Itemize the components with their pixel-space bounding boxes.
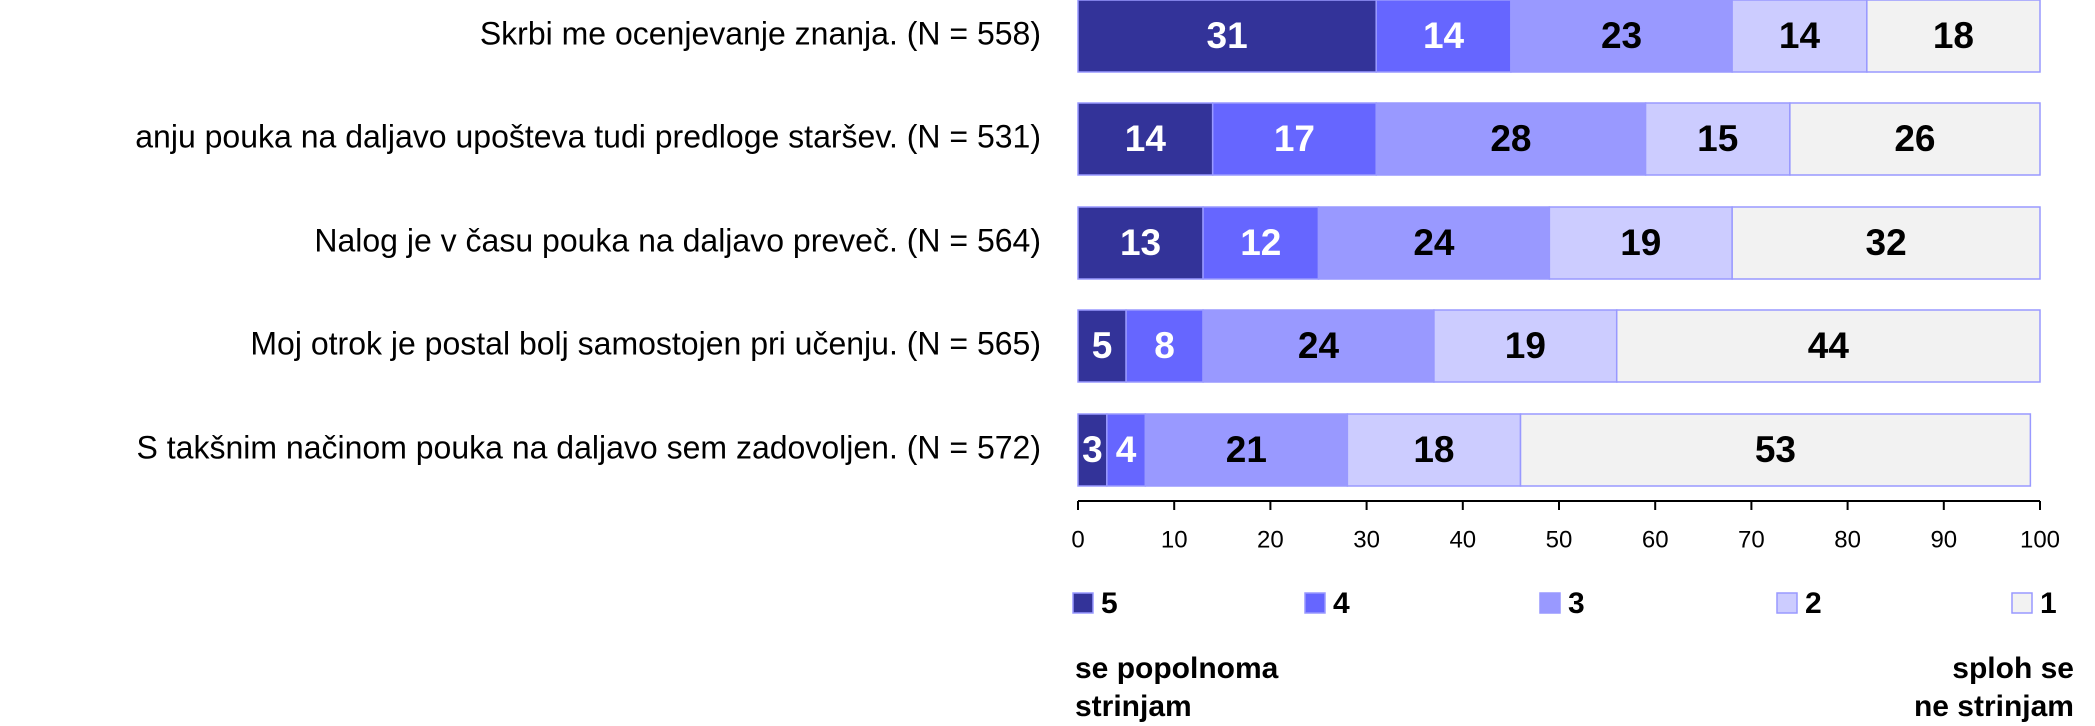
data-label: 21 [1226, 429, 1267, 470]
data-label: 15 [1697, 118, 1738, 159]
data-label: 14 [1779, 15, 1821, 56]
bar-segment [1211, 102, 1377, 176]
annotation: sploh se [1952, 652, 2074, 685]
x-tick-label: 90 [1930, 526, 1957, 553]
data-label: 23 [1601, 15, 1642, 56]
data-label: 32 [1866, 222, 1907, 263]
data-label: 14 [1125, 118, 1167, 159]
x-tick-label: 100 [2020, 526, 2060, 553]
category-label: Nalog je v času pouka na daljavo preveč.… [314, 222, 1041, 258]
legend-label: 2 [1805, 587, 1822, 620]
category-label: Skrbi me ocenjevanje znanja. (N = 558) [480, 15, 1041, 51]
x-tick-label: 60 [1642, 526, 1669, 553]
x-tick-label: 20 [1257, 526, 1284, 553]
annotation: se popolnoma [1075, 652, 1279, 685]
legend-label: 5 [1101, 587, 1118, 620]
data-label: 28 [1490, 118, 1531, 159]
data-label: 3 [1082, 429, 1103, 470]
legend-label: 1 [2040, 587, 2057, 620]
x-tick-label: 30 [1353, 526, 1380, 553]
bar-segment [1346, 413, 1522, 487]
bar-segment [1615, 309, 2041, 383]
legend-label: 4 [1333, 587, 1350, 620]
data-label: 31 [1207, 15, 1248, 56]
legend-swatch [1539, 592, 1561, 614]
bar-segment [1731, 0, 1868, 73]
data-label: 5 [1092, 325, 1113, 366]
data-label: 53 [1755, 429, 1796, 470]
legend-swatch [2011, 592, 2033, 614]
bar-segment [1106, 413, 1147, 487]
legend-swatch [1072, 592, 1094, 614]
bar-segment [1866, 0, 2041, 73]
x-tick-label: 0 [1071, 526, 1084, 553]
annotation: ne strinjam [1914, 690, 2074, 723]
bar-segment [1077, 0, 1377, 73]
data-label: 26 [1894, 118, 1935, 159]
category-label: Moj otrok je postal bolj samostojen pri … [250, 325, 1041, 361]
data-label: 19 [1505, 325, 1546, 366]
data-label: 24 [1413, 222, 1455, 263]
data-label: 17 [1274, 118, 1315, 159]
bar-segment [1375, 102, 1647, 176]
data-label: 24 [1298, 325, 1340, 366]
bar-segment [1077, 413, 1108, 487]
bar-segment [1202, 309, 1435, 383]
bar-segment [1548, 206, 1733, 280]
bar-segment [1144, 413, 1349, 487]
category-label: S takšnim načinom pouka na daljavo sem z… [137, 429, 1041, 465]
data-label: 19 [1620, 222, 1661, 263]
legend-label: 3 [1568, 587, 1585, 620]
data-label: 44 [1808, 325, 1850, 366]
x-tick-label: 50 [1546, 526, 1573, 553]
category-label: anju pouka na daljavo upošteva tudi pred… [135, 118, 1041, 154]
bar-segment [1433, 309, 1618, 383]
legend-swatch [1776, 592, 1798, 614]
bar-segment [1510, 0, 1733, 73]
legend-swatch [1304, 592, 1326, 614]
data-label: 14 [1423, 15, 1465, 56]
data-label: 4 [1116, 429, 1137, 470]
bar-segment [1375, 0, 1512, 73]
x-tick-label: 40 [1449, 526, 1476, 553]
bar-segment [1077, 206, 1204, 280]
bar-segment [1317, 206, 1551, 280]
data-label: 8 [1154, 325, 1175, 366]
bar-segment [1789, 102, 2041, 176]
data-label: 12 [1240, 222, 1281, 263]
x-tick-label: 70 [1738, 526, 1765, 553]
bar-segment [1077, 309, 1127, 383]
bar-segment [1519, 413, 2032, 487]
bar-segment [1077, 102, 1214, 176]
data-label: 13 [1120, 222, 1161, 263]
data-label: 18 [1413, 429, 1454, 470]
bar-segment [1731, 206, 2041, 280]
annotation: strinjam [1075, 690, 1192, 723]
bar-segment [1125, 309, 1204, 383]
x-tick-label: 10 [1161, 526, 1188, 553]
data-label: 18 [1933, 15, 1974, 56]
x-tick-label: 80 [1834, 526, 1861, 553]
